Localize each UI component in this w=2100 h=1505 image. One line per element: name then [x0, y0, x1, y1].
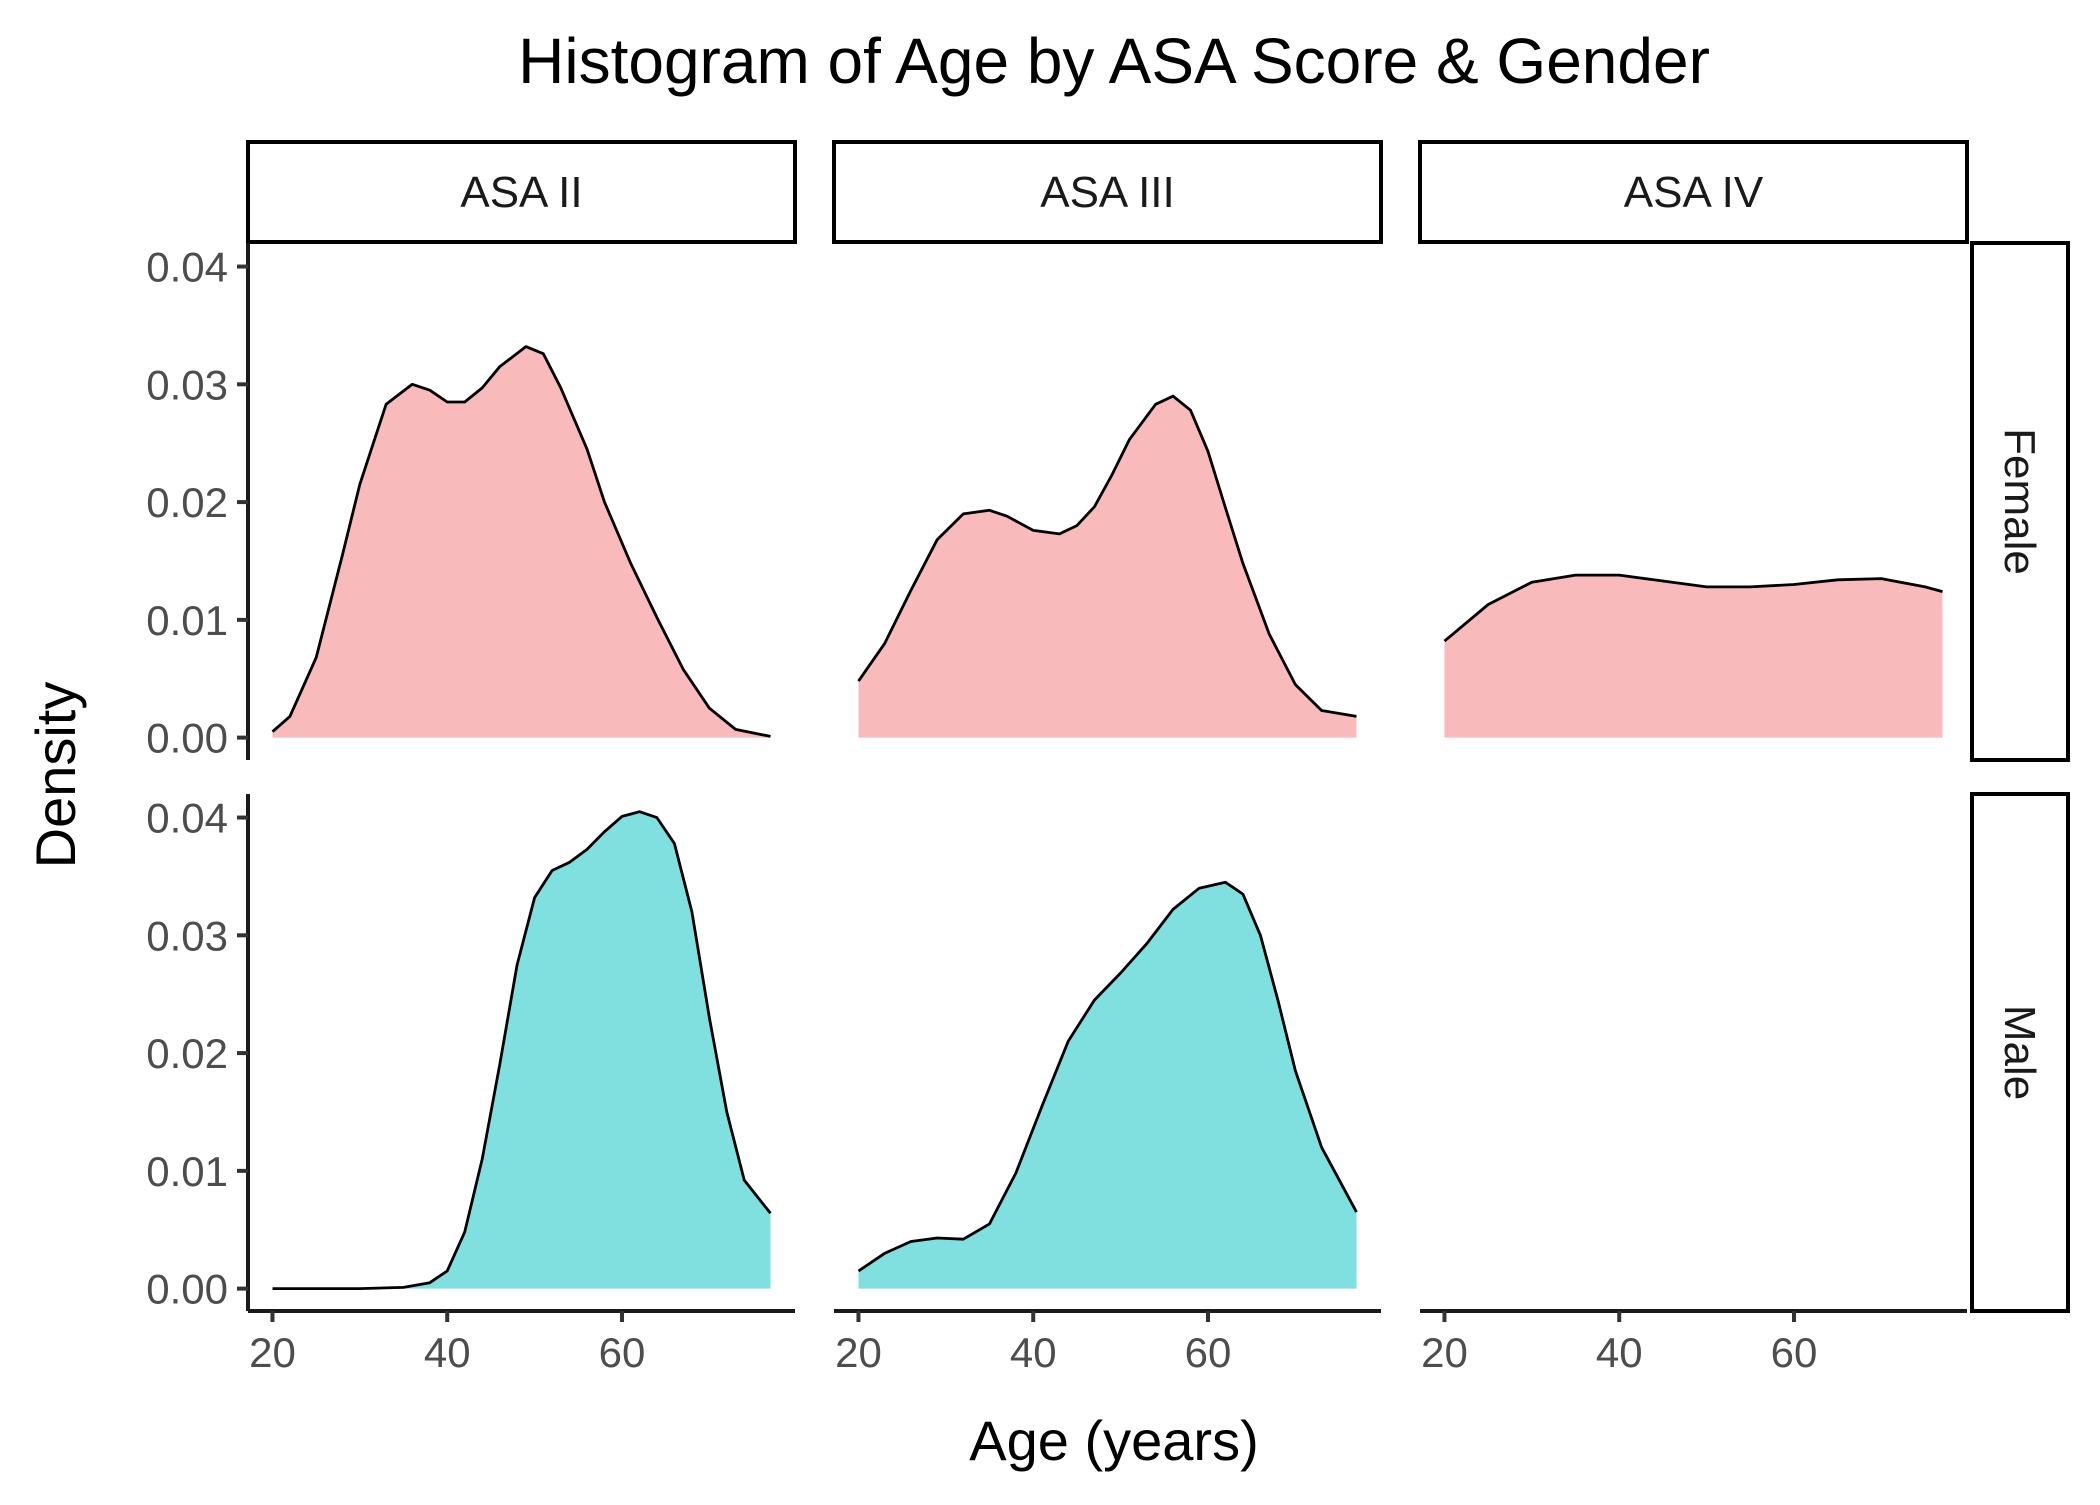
y-tick-label: 0.00: [146, 1266, 228, 1313]
y-tick-label: 0.01: [146, 1148, 228, 1195]
column-facet-strips: ASA II ASA III ASA IV: [246, 140, 1969, 244]
x-tick-label: 20: [835, 1329, 882, 1376]
y-tick-label: 0.04: [146, 244, 228, 291]
y-tick-label: 0.03: [146, 361, 228, 408]
x-tick-label: 60: [599, 1329, 646, 1376]
strip-row-label: Female: [1995, 428, 2044, 575]
panel-female-asa-iv: [1443, 573, 1943, 738]
panel-female-asa-iii: [857, 394, 1357, 738]
density-area-female-asa-iii: [858, 396, 1357, 738]
density-area-female-asa-ii: [272, 346, 771, 738]
density-area-female-asa-iv: [1444, 575, 1943, 738]
strip-row-female: [1970, 241, 2070, 762]
panel-male-asa-iii: [857, 880, 1358, 1289]
density-line-male-asa-iii: [857, 880, 1358, 1273]
strip-col-label: ASA III: [1040, 168, 1175, 217]
x-tick-label: 40: [1010, 1329, 1057, 1376]
x-axis-title: Age (years): [969, 1409, 1258, 1472]
row-facet-strips: Female Male: [1970, 241, 2070, 1313]
chart-title: Histogram of Age by ASA Score & Gender: [518, 25, 1710, 97]
x-tick-label: 60: [1185, 1329, 1232, 1376]
strip-col-asa-ii: [246, 140, 797, 244]
x-tick-label: 40: [424, 1329, 471, 1376]
strip-row-label: Male: [1995, 1005, 2044, 1100]
x-tick-label: 60: [1771, 1329, 1818, 1376]
density-line-female-asa-ii: [271, 345, 771, 738]
strip-col-asa-iii: [832, 140, 1383, 244]
y-tick-label: 0.04: [146, 795, 228, 842]
panel-male-asa-ii: [272, 810, 772, 1290]
strip-row-male: [1970, 792, 2070, 1313]
panel-female-asa-ii: [271, 345, 771, 738]
density-area-male-asa-iii: [858, 882, 1357, 1289]
y-axis-title: Density: [24, 682, 87, 869]
x-tick-label: 40: [1596, 1329, 1643, 1376]
y-tick-label: 0.01: [146, 597, 228, 644]
facet-panels: [271, 345, 1943, 1290]
strip-col-asa-iv: [1418, 140, 1969, 244]
strip-col-label: ASA IV: [1624, 168, 1764, 217]
y-tick-label: 0.03: [146, 912, 228, 959]
x-tick-label: 20: [1421, 1329, 1468, 1376]
y-tick-label: 0.00: [146, 715, 228, 762]
density-line-female-asa-iv: [1443, 573, 1943, 643]
chart-axes: 0.00 0.01 0.02 0.03 0.04 0.00 0.01 0.02 0.03 0.04…: [146, 243, 1967, 1376]
density-line-male-asa-ii: [272, 810, 772, 1290]
x-tick-label: 20: [249, 1329, 296, 1376]
strip-col-label: ASA II: [460, 168, 582, 217]
density-line-female-asa-iii: [857, 394, 1357, 718]
y-tick-label: 0.02: [146, 1030, 228, 1077]
y-tick-label: 0.02: [146, 479, 228, 526]
density-area-male-asa-ii: [272, 811, 771, 1289]
